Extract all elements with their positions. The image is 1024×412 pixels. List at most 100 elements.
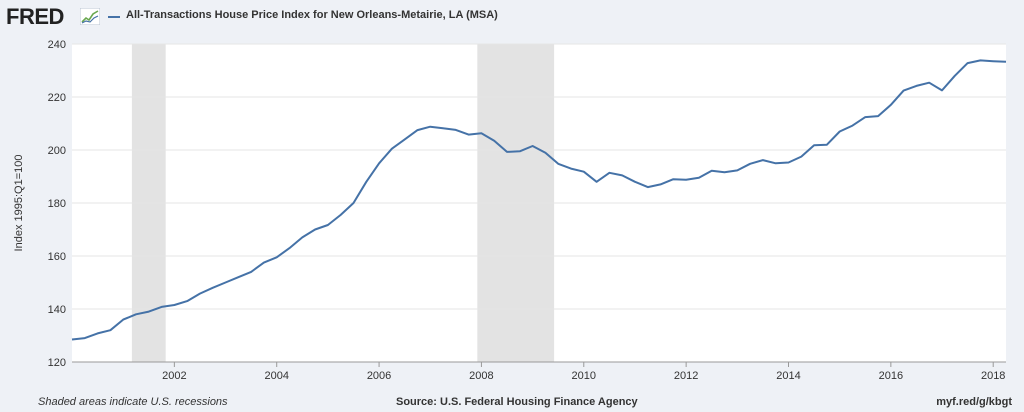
data-point[interactable] [632, 179, 638, 185]
x-tick-label-2010: 2010 [572, 370, 596, 382]
y-tick-label-180: 180 [48, 198, 66, 210]
data-point[interactable] [645, 184, 651, 190]
data-point[interactable] [542, 150, 548, 156]
data-point[interactable] [939, 87, 945, 93]
data-point[interactable] [824, 142, 830, 148]
data-point[interactable] [95, 330, 101, 336]
recession-note: Shaded areas indicate U.S. recessions [38, 396, 228, 408]
data-point[interactable] [478, 130, 484, 136]
data-point[interactable] [773, 160, 779, 166]
data-point[interactable] [82, 335, 88, 341]
data-point[interactable] [811, 142, 817, 148]
data-point[interactable] [837, 128, 843, 134]
data-point[interactable] [274, 254, 280, 260]
data-point[interactable] [363, 179, 369, 185]
data-point[interactable] [146, 309, 152, 315]
y-tick-label-240: 240 [48, 39, 66, 51]
series-layer [69, 57, 1009, 342]
data-point[interactable] [606, 170, 612, 176]
data-point[interactable] [798, 154, 804, 160]
x-tick-label-2016: 2016 [879, 370, 903, 382]
data-point[interactable] [389, 146, 395, 152]
data-point[interactable] [466, 132, 472, 138]
data-point[interactable] [990, 58, 996, 64]
y-tick-label-160: 160 [48, 251, 66, 263]
data-point[interactable] [760, 157, 766, 163]
data-point[interactable] [568, 166, 574, 172]
data-point[interactable] [901, 88, 907, 94]
data-point[interactable] [491, 138, 497, 144]
legend-line-swatch [108, 16, 120, 18]
y-tick-label-140: 140 [48, 304, 66, 316]
chart-header: FRED All-Transactions House Price Index … [0, 0, 1024, 34]
data-point[interactable] [670, 176, 676, 182]
data-point[interactable] [517, 148, 523, 154]
fred-chart-icon [80, 8, 100, 25]
data-point[interactable] [184, 298, 190, 304]
data-point[interactable] [965, 60, 971, 66]
data-point[interactable] [977, 57, 983, 63]
data-point[interactable] [248, 269, 254, 275]
data-point[interactable] [875, 113, 881, 119]
axes: 120 140 160 180 200 220 240 2002 2004 2006 2008 201… [48, 39, 1006, 382]
short-link[interactable]: myf.red/g/kbgt [936, 396, 1012, 408]
data-point[interactable] [197, 291, 203, 297]
x-tick-label-2006: 2006 [367, 370, 391, 382]
x-tick-label-2008: 2008 [469, 370, 493, 382]
data-point[interactable] [658, 181, 664, 187]
data-point[interactable] [350, 200, 356, 206]
data-point[interactable] [453, 127, 459, 133]
y-tick-label-220: 220 [48, 92, 66, 104]
data-point[interactable] [581, 169, 587, 175]
data-point[interactable] [287, 245, 293, 251]
data-point[interactable] [913, 83, 919, 89]
data-point[interactable] [210, 285, 216, 291]
data-point[interactable] [722, 169, 728, 175]
data-point[interactable] [414, 127, 420, 133]
data-point[interactable] [427, 124, 433, 130]
data-point[interactable] [504, 149, 510, 155]
data-point[interactable] [619, 172, 625, 178]
data-point[interactable] [107, 327, 113, 333]
data-point[interactable] [223, 280, 229, 286]
data-point[interactable] [312, 227, 318, 233]
y-tick-label-120: 120 [48, 357, 66, 369]
data-point[interactable] [747, 161, 753, 167]
x-tick-label-2014: 2014 [776, 370, 800, 382]
data-point[interactable] [120, 317, 126, 323]
data-point[interactable] [709, 168, 715, 174]
data-point[interactable] [159, 304, 165, 310]
data-point[interactable] [594, 179, 600, 185]
series-line-1[interactable] [71, 59, 1007, 341]
data-point[interactable] [888, 102, 894, 108]
data-point[interactable] [926, 80, 932, 86]
data-point[interactable] [734, 167, 740, 173]
data-point[interactable] [683, 177, 689, 183]
data-point[interactable] [69, 336, 75, 342]
data-point[interactable] [299, 234, 305, 240]
data-point[interactable] [952, 73, 958, 79]
x-tick-label-2002: 2002 [162, 370, 186, 382]
fred-logo[interactable]: FRED [6, 4, 64, 29]
data-point[interactable] [338, 212, 344, 218]
data-point[interactable] [1003, 59, 1009, 65]
data-point[interactable] [696, 175, 702, 181]
data-point[interactable] [261, 260, 267, 266]
data-point[interactable] [325, 222, 331, 228]
data-point[interactable] [440, 125, 446, 131]
y-tick-label-200: 200 [48, 145, 66, 157]
data-point[interactable] [849, 123, 855, 129]
data-point[interactable] [402, 136, 408, 142]
data-point[interactable] [862, 114, 868, 120]
y-axis-label: Index 1995:Q1=100 [13, 155, 25, 252]
legend-series-title[interactable]: All-Transactions House Price Index for N… [126, 9, 498, 21]
data-point[interactable] [171, 302, 177, 308]
data-point[interactable] [376, 160, 382, 166]
data-point[interactable] [785, 159, 791, 165]
data-point[interactable] [555, 161, 561, 167]
data-point[interactable] [235, 274, 241, 280]
data-point[interactable] [133, 311, 139, 317]
data-point[interactable] [530, 143, 536, 149]
x-tick-label-2012: 2012 [674, 370, 698, 382]
